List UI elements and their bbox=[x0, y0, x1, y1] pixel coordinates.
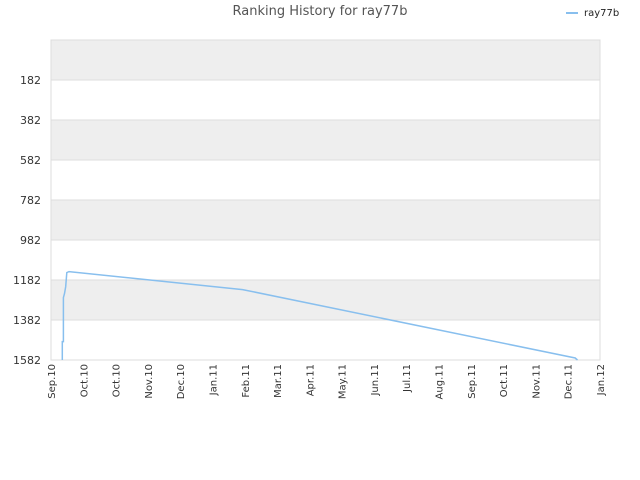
y-axis-ticks: 182 382 582 782 982 1182 1382 1582 bbox=[13, 74, 41, 367]
y-tick-label: 582 bbox=[20, 154, 41, 167]
legend[interactable]: ray77b bbox=[566, 8, 619, 19]
y-tick-label: 982 bbox=[20, 234, 41, 247]
y-tick-label: 782 bbox=[20, 194, 41, 207]
x-tick-label: Jun.11 bbox=[370, 364, 381, 397]
x-tick-label: May.11 bbox=[338, 364, 349, 399]
x-tick-label: Feb.11 bbox=[241, 364, 252, 398]
x-tick-label: Sep.11 bbox=[467, 364, 478, 399]
grid-band bbox=[51, 200, 600, 240]
plot-frame bbox=[50, 39, 601, 361]
x-tick-label: Oct.11 bbox=[499, 364, 510, 397]
series-lines bbox=[61, 270, 578, 361]
x-tick-label: Jan.11 bbox=[208, 364, 219, 396]
grid-band bbox=[51, 280, 600, 320]
y-tick-label: 1382 bbox=[13, 314, 41, 327]
x-tick-label: Dec.11 bbox=[564, 364, 575, 399]
y-tick-label: 1182 bbox=[13, 274, 41, 287]
x-tick-label: Nov.11 bbox=[531, 364, 542, 399]
grid-band bbox=[51, 240, 600, 280]
x-tick-label: Jul.11 bbox=[402, 364, 413, 393]
y-tick-label: 1582 bbox=[13, 354, 41, 367]
x-tick-label: Dec.10 bbox=[176, 364, 187, 399]
grid-band bbox=[51, 320, 600, 360]
grid-band bbox=[51, 40, 600, 80]
legend-label: ray77b bbox=[584, 8, 620, 19]
legend-swatch-icon bbox=[566, 12, 578, 14]
x-tick-label: Aug.11 bbox=[435, 364, 446, 399]
x-tick-label: Mar.11 bbox=[273, 364, 284, 398]
chart-title: Ranking History for ray77b bbox=[232, 4, 408, 19]
x-axis-ticks: Sep.10 Oct.10 Oct.10 Nov.10 Dec.10 Jan.11 Feb.… bbox=[47, 364, 607, 399]
y-tick-label: 382 bbox=[20, 114, 41, 127]
series-line-ray77b bbox=[61, 270, 578, 361]
x-tick-label: Apr.11 bbox=[305, 364, 316, 396]
x-tick-label: Sep.10 bbox=[47, 364, 58, 399]
x-tick-label: Oct.10 bbox=[79, 364, 90, 397]
x-tick-label: Oct.10 bbox=[112, 364, 123, 397]
x-tick-label: Nov.10 bbox=[144, 364, 155, 399]
x-tick-label: Jan.12 bbox=[596, 364, 607, 396]
grid-band bbox=[51, 80, 600, 120]
grid-band bbox=[51, 120, 600, 160]
grid-bands bbox=[51, 40, 600, 360]
y-tick-label: 182 bbox=[20, 74, 41, 87]
grid-band bbox=[51, 160, 600, 200]
